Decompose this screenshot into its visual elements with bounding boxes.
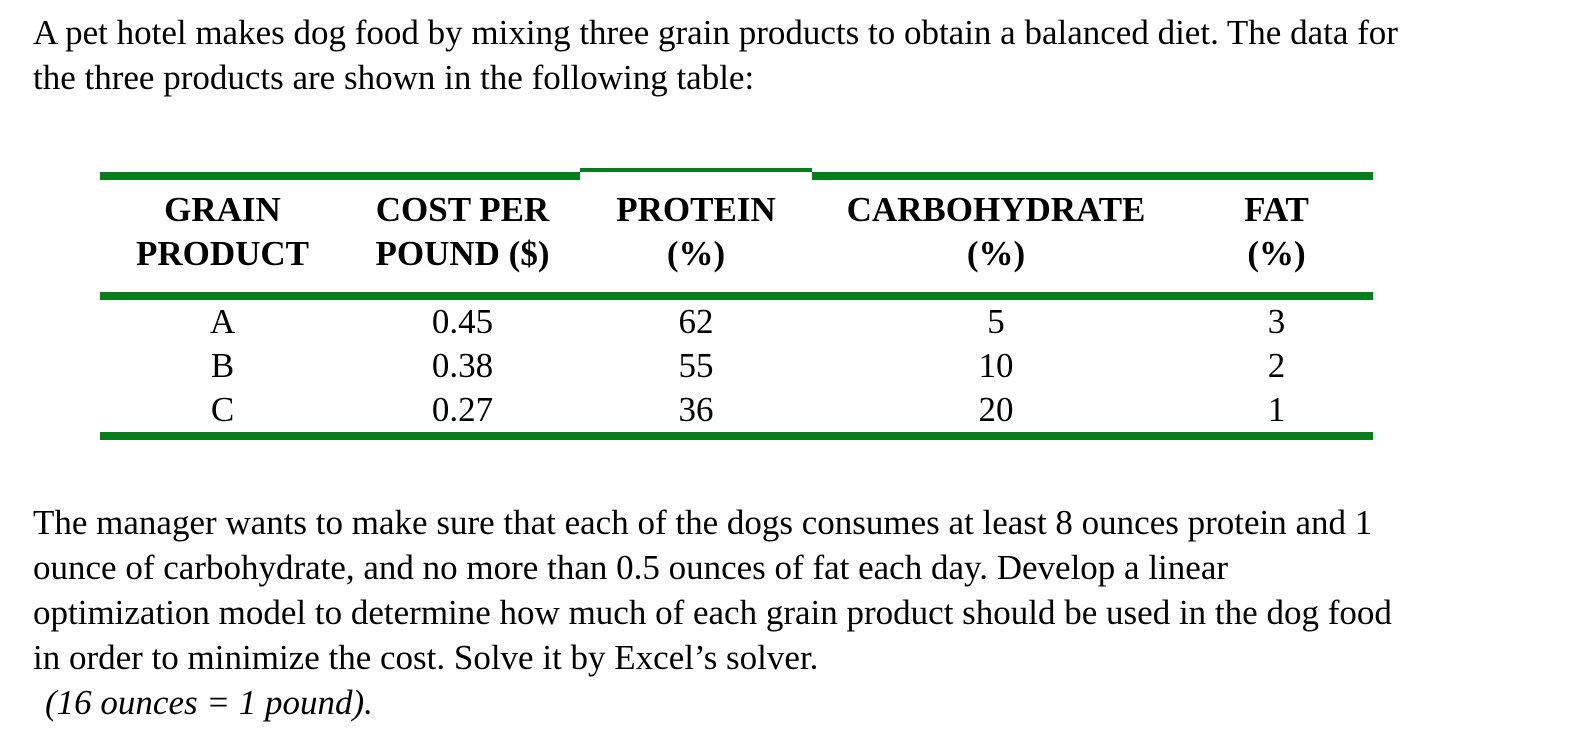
- cell-protein: 62: [678, 302, 714, 341]
- table-border-top-middle-segment: [580, 168, 812, 172]
- header-line: (%): [966, 234, 1026, 273]
- table-border-top-left-segment: [100, 172, 580, 180]
- paragraph-line: the three products are shown in the foll…: [33, 58, 755, 97]
- paragraph-line: optimization model to determine how much…: [33, 593, 1392, 632]
- header-line: COST PER: [375, 190, 550, 229]
- grain-products-table: GRAIN PRODUCT COST PER POUND ($) PROTEIN…: [100, 168, 1373, 440]
- table-body: A 0.45 62 5 3 B 0.38 55 10 2 C 0.27 36 2…: [100, 300, 1373, 432]
- table-border-bottom: [100, 432, 1373, 440]
- paragraph-line: The manager wants to make sure that each…: [33, 503, 1373, 542]
- header-line: FAT: [1244, 190, 1309, 229]
- table-header-row: GRAIN PRODUCT COST PER POUND ($) PROTEIN…: [100, 180, 1373, 292]
- header-line: (%): [666, 234, 726, 273]
- cell-carb: 5: [987, 302, 1005, 341]
- unit-conversion-note: (16 ounces = 1 pound).: [45, 683, 373, 722]
- paragraph-line: in order to minimize the cost. Solve it …: [33, 638, 819, 677]
- paragraph-line: ounce of carbohydrate, and no more than …: [33, 548, 1229, 587]
- column-header-fat: FAT (%): [1180, 188, 1373, 276]
- cell-protein: 55: [678, 346, 714, 385]
- cell-grain: A: [209, 302, 236, 341]
- paragraph-line: A pet hotel makes dog food by mixing thr…: [33, 13, 1398, 52]
- column-header-carbohydrate: CARBOHYDRATE (%): [812, 188, 1180, 276]
- cell-protein: 36: [678, 390, 714, 429]
- column-header-cost-per-pound: COST PER POUND ($): [345, 188, 580, 276]
- cell-fat: 3: [1267, 302, 1286, 341]
- table-row: A 0.45 62 5 3: [100, 300, 1373, 344]
- column-header-protein: PROTEIN (%): [580, 188, 812, 276]
- header-line: (%): [1247, 234, 1306, 273]
- cell-grain: B: [210, 346, 235, 385]
- table-border-middle: [100, 292, 1373, 300]
- header-line: PRODUCT: [135, 234, 310, 273]
- cell-carb: 10: [978, 346, 1014, 385]
- cell-grain: C: [210, 390, 235, 429]
- cell-cost: 0.38: [431, 346, 494, 385]
- intro-paragraph: A pet hotel makes dog food by mixing thr…: [33, 10, 1398, 100]
- cell-fat: 1: [1267, 390, 1286, 429]
- header-line: CARBOHYDRATE: [846, 190, 1146, 229]
- table-row: C 0.27 36 20 1: [100, 388, 1373, 432]
- header-line: PROTEIN: [616, 190, 776, 229]
- requirements-paragraph: The manager wants to make sure that each…: [33, 500, 1392, 725]
- table-row: B 0.38 55 10 2: [100, 344, 1373, 388]
- cell-cost: 0.45: [431, 302, 494, 341]
- cell-cost: 0.27: [431, 390, 494, 429]
- cell-fat: 2: [1267, 346, 1286, 385]
- table-border-top: [100, 168, 1373, 180]
- column-header-grain-product: GRAIN PRODUCT: [100, 188, 345, 276]
- header-line: POUND ($): [375, 234, 550, 273]
- table-border-top-right-segment: [812, 172, 1373, 180]
- cell-carb: 20: [978, 390, 1014, 429]
- header-line: GRAIN: [164, 190, 281, 229]
